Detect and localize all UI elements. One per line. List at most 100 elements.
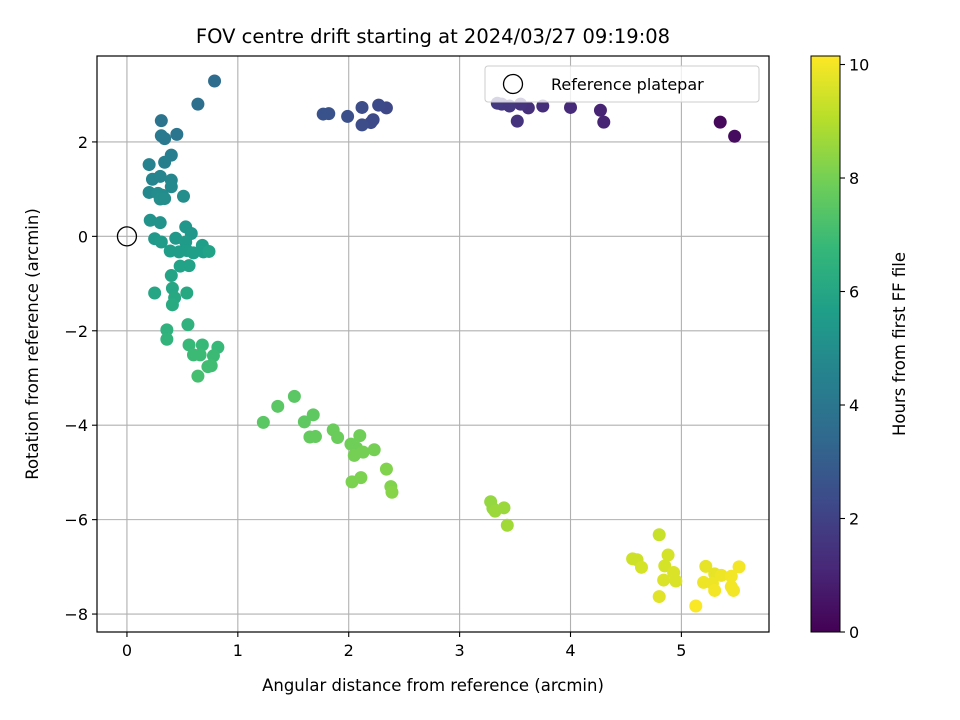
data-point [148, 286, 162, 300]
data-point [597, 115, 611, 129]
data-point [724, 569, 738, 583]
data-point [331, 430, 345, 444]
data-point [355, 100, 369, 114]
colorbar-tick-label: 2 [849, 510, 859, 529]
data-point [142, 158, 156, 172]
plot-frame [96, 55, 770, 633]
reference-marker-group [116, 226, 138, 247]
data-point [191, 97, 205, 111]
data-point [500, 518, 514, 532]
data-point [297, 415, 311, 429]
data-point [634, 560, 648, 574]
data-point [164, 269, 178, 283]
legend: Reference platepar [484, 65, 760, 103]
colorbar-tick-label: 8 [849, 169, 859, 188]
data-point [699, 559, 713, 573]
data-point [160, 323, 174, 337]
data-point [356, 445, 370, 459]
data-point [208, 74, 222, 88]
data-point [182, 259, 196, 273]
colorbar-tick-label: 0 [849, 623, 859, 642]
grid-lines [97, 56, 769, 632]
data-point [153, 169, 167, 183]
colorbar-tick-label: 4 [849, 396, 859, 415]
data-point [180, 286, 194, 300]
colorbar [810, 55, 841, 633]
data-point [182, 338, 196, 352]
data-point [652, 528, 666, 542]
data-point [154, 114, 168, 128]
data-point [158, 155, 172, 169]
x-tick-label: 4 [565, 641, 575, 660]
colorbar-label: Hours from first FF file [890, 252, 909, 436]
x-tick-label: 5 [676, 641, 686, 660]
data-point [201, 360, 215, 374]
data-point [287, 389, 301, 403]
data-point [593, 103, 607, 117]
data-point [165, 298, 179, 312]
y-axis-label: Rotation from reference (arcmin) [23, 208, 42, 480]
data-point [355, 118, 369, 132]
y-tick-label: 2 [78, 133, 88, 152]
x-axis-ticks: 0 1 2 3 4 5 [122, 632, 686, 660]
data-point [713, 115, 727, 129]
x-tick-label: 2 [344, 641, 354, 660]
data-point [308, 430, 322, 444]
data-point [714, 568, 728, 582]
data-point [536, 99, 550, 113]
data-point [564, 100, 578, 114]
data-point [143, 213, 157, 227]
data-point [191, 369, 205, 383]
y-tick-label: −2 [64, 322, 88, 341]
data-point [379, 462, 393, 476]
data-point [158, 132, 172, 146]
reference-platepar-marker [116, 226, 138, 247]
legend-reference-marker [502, 73, 524, 95]
data-point [181, 318, 195, 332]
y-axis-ticks: −8 −6 −4 −2 0 2 [64, 133, 97, 624]
data-point [153, 216, 167, 230]
data-point [170, 127, 184, 141]
data-point [164, 180, 178, 194]
y-tick-label: −8 [64, 605, 88, 624]
data-point [341, 109, 355, 123]
data-point [372, 98, 386, 112]
data-point [202, 244, 216, 258]
colorbar-ticks: 0 2 4 6 8 10 [840, 56, 869, 642]
legend-label-reference: Reference platepar [551, 75, 704, 94]
data-point [658, 559, 672, 573]
data-point [728, 129, 742, 143]
data-point [176, 189, 190, 203]
legend-box [484, 65, 760, 103]
data-point [732, 560, 746, 574]
data-point [727, 583, 741, 597]
y-tick-label: −6 [64, 511, 88, 530]
data-point [193, 348, 207, 362]
data-point [652, 590, 666, 604]
colorbar-tick-label: 6 [849, 283, 859, 302]
data-point [154, 235, 168, 249]
data-point [158, 192, 172, 206]
y-tick-label: −4 [64, 416, 88, 435]
data-point [169, 231, 183, 245]
data-point [510, 114, 524, 128]
chart-title: FOV centre drift starting at 2024/03/27 … [196, 25, 670, 48]
data-point [195, 338, 209, 352]
data-point [661, 548, 675, 562]
x-tick-label: 0 [122, 641, 132, 660]
data-point [657, 573, 671, 587]
data-point [160, 332, 174, 346]
data-point [206, 349, 220, 363]
data-point [367, 443, 381, 457]
x-axis-label: Angular distance from reference (arcmin) [262, 676, 604, 695]
scatter-points [142, 74, 746, 613]
data-point [186, 246, 200, 260]
data-point [497, 501, 511, 515]
data-point [354, 471, 368, 485]
data-point [271, 399, 285, 413]
data-point [708, 583, 722, 597]
x-tick-label: 1 [233, 641, 243, 660]
data-point [385, 485, 399, 499]
y-tick-label: 0 [78, 227, 88, 246]
